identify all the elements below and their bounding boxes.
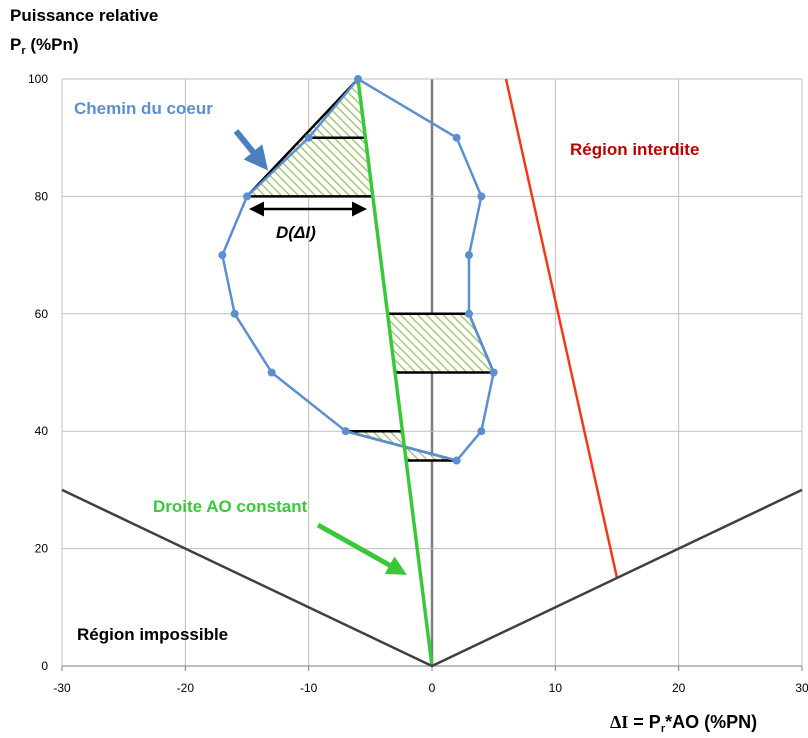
y-tick-label: 100 (28, 72, 48, 86)
grid (61, 78, 803, 671)
annotation-impossible: Région impossible (77, 625, 228, 644)
x-tick-label: 10 (549, 681, 563, 695)
path-point (243, 192, 251, 201)
tick-labels: -30 -20 -10 0 10 20 30 0 20 40 60 80 100 (28, 72, 808, 695)
path-point (218, 251, 227, 260)
x-axis-label: ΔI = Pr*AO (%PN) (610, 712, 757, 735)
arrow-droite (316, 522, 407, 575)
x-tick-label: 0 (429, 681, 436, 695)
path-point (452, 133, 461, 142)
y-tick-label: 40 (35, 424, 49, 438)
annotation-interdite: Région interdite (570, 140, 699, 159)
path-point (341, 427, 350, 436)
annotation-dai: D(ΔI) (276, 223, 316, 242)
hatched-region (386, 312, 496, 374)
path-point (489, 368, 498, 377)
path-point (267, 368, 276, 377)
annotation-chemin: Chemin du coeur (74, 99, 213, 118)
path-point (477, 427, 486, 436)
y-tick-label: 20 (35, 542, 49, 556)
path-point (465, 309, 473, 318)
y-tick-label: 80 (35, 189, 49, 203)
series-line (61, 488, 803, 668)
x-tick-label: -20 (177, 681, 195, 695)
y-tick-label: 60 (35, 307, 49, 321)
path-point (230, 309, 239, 318)
series-line (356, 78, 434, 667)
path-point (304, 133, 313, 142)
path-point (465, 251, 473, 260)
x-tick-label: -30 (53, 681, 71, 695)
arrow-chemin (233, 129, 269, 171)
x-tick-label: 30 (795, 681, 808, 695)
y-axis-label-line2: Pr (%Pn) (10, 35, 79, 57)
path-point (354, 75, 362, 83)
y-tick-label: 0 (41, 659, 48, 673)
series-lines (61, 75, 803, 668)
series-line (504, 78, 619, 579)
path-point (452, 456, 461, 465)
path-point (477, 192, 486, 201)
y-axis-label-line1: Puissance relative (10, 6, 158, 25)
x-tick-label: -10 (300, 681, 318, 695)
x-tick-label: 20 (672, 681, 686, 695)
annotation-droite: Droite AO constant (153, 497, 308, 516)
